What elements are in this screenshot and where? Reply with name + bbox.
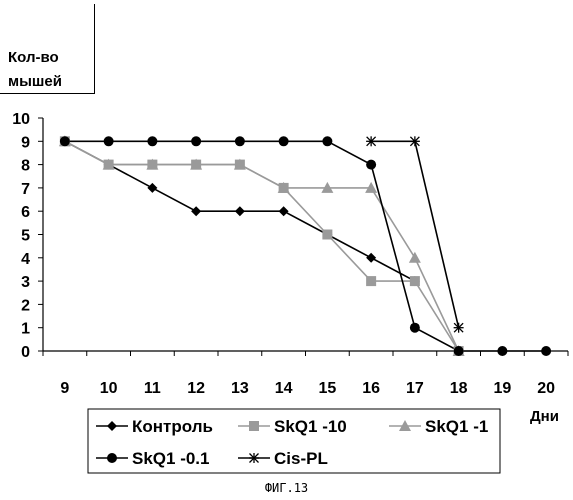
data-point-series-1	[147, 183, 157, 193]
data-point-series-1	[235, 206, 245, 216]
data-point-series-4	[235, 136, 245, 146]
data-point-series-2	[322, 230, 332, 240]
x-tick-label: 13	[231, 380, 249, 397]
x-tick-label: 18	[450, 380, 468, 397]
y-tick-label: 5	[21, 228, 30, 245]
y-tick-label: 1	[21, 321, 30, 338]
x-tick-label: 10	[100, 380, 118, 397]
data-point-series-4	[279, 136, 289, 146]
y-tick-label: 7	[21, 181, 30, 198]
legend-marker	[249, 453, 259, 463]
legend-label: SkQ1 -1	[425, 417, 488, 436]
y-tick-label: 4	[21, 251, 30, 268]
x-tick-label: 16	[362, 380, 380, 397]
y-axis-label: Кол-во мышей	[8, 46, 94, 94]
legend-label: Cis-PL	[274, 449, 328, 468]
data-point-series-4	[147, 136, 157, 146]
data-point-series-4	[322, 136, 332, 146]
data-point-series-4	[410, 323, 420, 333]
data-point-series-4	[366, 160, 376, 170]
x-tick-label: 19	[493, 380, 511, 397]
data-point-series-1	[279, 206, 289, 216]
y-axis-label-box: Кол-во мышей	[0, 4, 95, 94]
series-line-5	[371, 141, 459, 327]
data-point-series-4	[497, 346, 507, 356]
data-point-series-1	[366, 253, 376, 263]
data-point-series-3	[409, 252, 421, 263]
x-tick-label: 9	[60, 380, 69, 397]
x-axis-label: Дни	[530, 408, 559, 425]
legend-label: Контроль	[132, 417, 213, 436]
y-tick-label: 9	[21, 134, 30, 151]
data-point-series-1	[191, 206, 201, 216]
data-point-series-5	[454, 323, 464, 333]
x-tick-label: 20	[537, 380, 555, 397]
y-tick-label: 8	[21, 158, 30, 175]
data-point-series-2	[410, 276, 420, 286]
x-tick-label: 17	[406, 380, 424, 397]
legend-marker	[249, 421, 259, 431]
legend-marker	[107, 421, 117, 431]
legend-marker	[107, 453, 117, 463]
data-point-series-4	[454, 346, 464, 356]
data-point-series-2	[366, 276, 376, 286]
data-point-series-4	[191, 136, 201, 146]
data-point-series-5	[366, 136, 376, 146]
legend-label: SkQ1 -10	[274, 417, 347, 436]
data-point-series-4	[541, 346, 551, 356]
y-tick-label: 2	[21, 297, 30, 314]
y-tick-label: 3	[21, 274, 30, 291]
y-tick-label: 6	[21, 204, 30, 221]
x-tick-label: 11	[144, 380, 161, 397]
x-tick-label: 15	[318, 380, 336, 397]
data-point-series-5	[410, 136, 420, 146]
legend-label: SkQ1 -0.1	[132, 449, 210, 468]
x-tick-label: 12	[187, 380, 205, 397]
x-tick-label: 14	[275, 380, 293, 397]
data-point-series-4	[104, 136, 114, 146]
series-line-4	[65, 141, 546, 351]
figure-caption: ФИГ.13	[0, 481, 573, 495]
y-tick-label: 10	[12, 111, 30, 128]
y-tick-label: 0	[21, 344, 30, 361]
data-point-series-4	[60, 136, 70, 146]
